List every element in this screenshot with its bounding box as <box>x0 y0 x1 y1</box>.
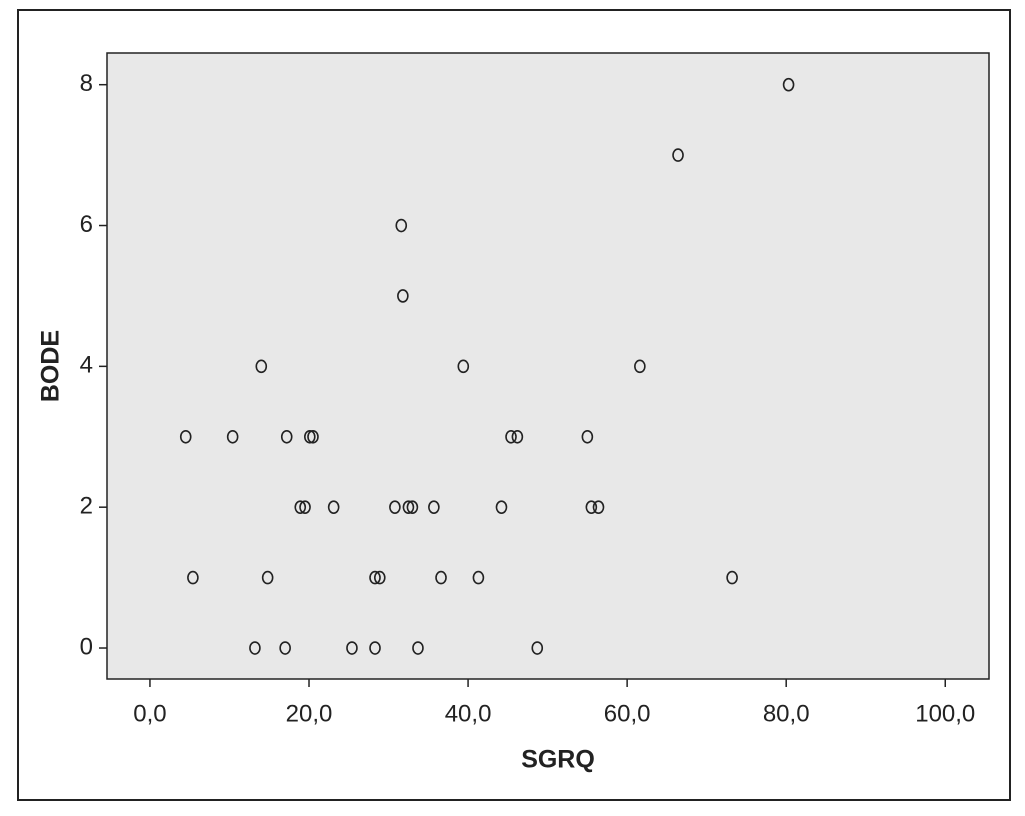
point <box>402 500 415 514</box>
point <box>307 429 319 444</box>
point <box>726 570 738 585</box>
point <box>495 500 508 514</box>
point <box>472 570 485 585</box>
y-tick-label: 4 <box>80 352 93 379</box>
point <box>389 500 401 514</box>
point <box>634 359 646 374</box>
point <box>373 570 386 585</box>
x-tick-label: 80,0 <box>763 700 810 727</box>
point <box>255 359 268 374</box>
point <box>179 429 192 444</box>
point <box>428 500 440 514</box>
point <box>249 641 261 655</box>
point <box>369 570 381 585</box>
x-tick-label: 40,0 <box>445 700 492 727</box>
x-axis-title: SGRQ <box>521 746 595 774</box>
point <box>279 641 291 655</box>
point <box>327 500 340 514</box>
point <box>581 429 594 444</box>
point <box>406 500 419 514</box>
y-axis-title: BODE <box>37 330 65 402</box>
point <box>435 570 447 585</box>
y-tick-label: 2 <box>80 493 93 520</box>
x-tick-label: 0,0 <box>133 700 166 727</box>
x-tick-label: 100,0 <box>915 700 975 727</box>
point <box>782 77 795 92</box>
point <box>511 429 524 444</box>
point <box>397 289 409 303</box>
point <box>592 500 605 514</box>
point <box>299 500 311 514</box>
point <box>505 429 517 444</box>
y-tick-label: 8 <box>80 70 93 97</box>
y-tick-label: 6 <box>80 211 93 238</box>
x-tick-label: 60,0 <box>604 700 651 727</box>
point <box>187 570 199 585</box>
point <box>457 359 470 374</box>
point <box>346 641 358 655</box>
plot-area <box>106 52 990 680</box>
point <box>395 218 408 233</box>
point <box>531 641 544 655</box>
x-tick-label: 20,0 <box>286 700 333 727</box>
point <box>304 429 316 444</box>
point <box>585 500 598 514</box>
y-tick-label: 0 <box>80 633 93 660</box>
point <box>294 500 307 514</box>
point <box>226 429 239 444</box>
point <box>412 641 424 655</box>
point <box>369 641 381 655</box>
point <box>280 429 293 444</box>
point <box>261 570 274 585</box>
point <box>672 148 684 162</box>
